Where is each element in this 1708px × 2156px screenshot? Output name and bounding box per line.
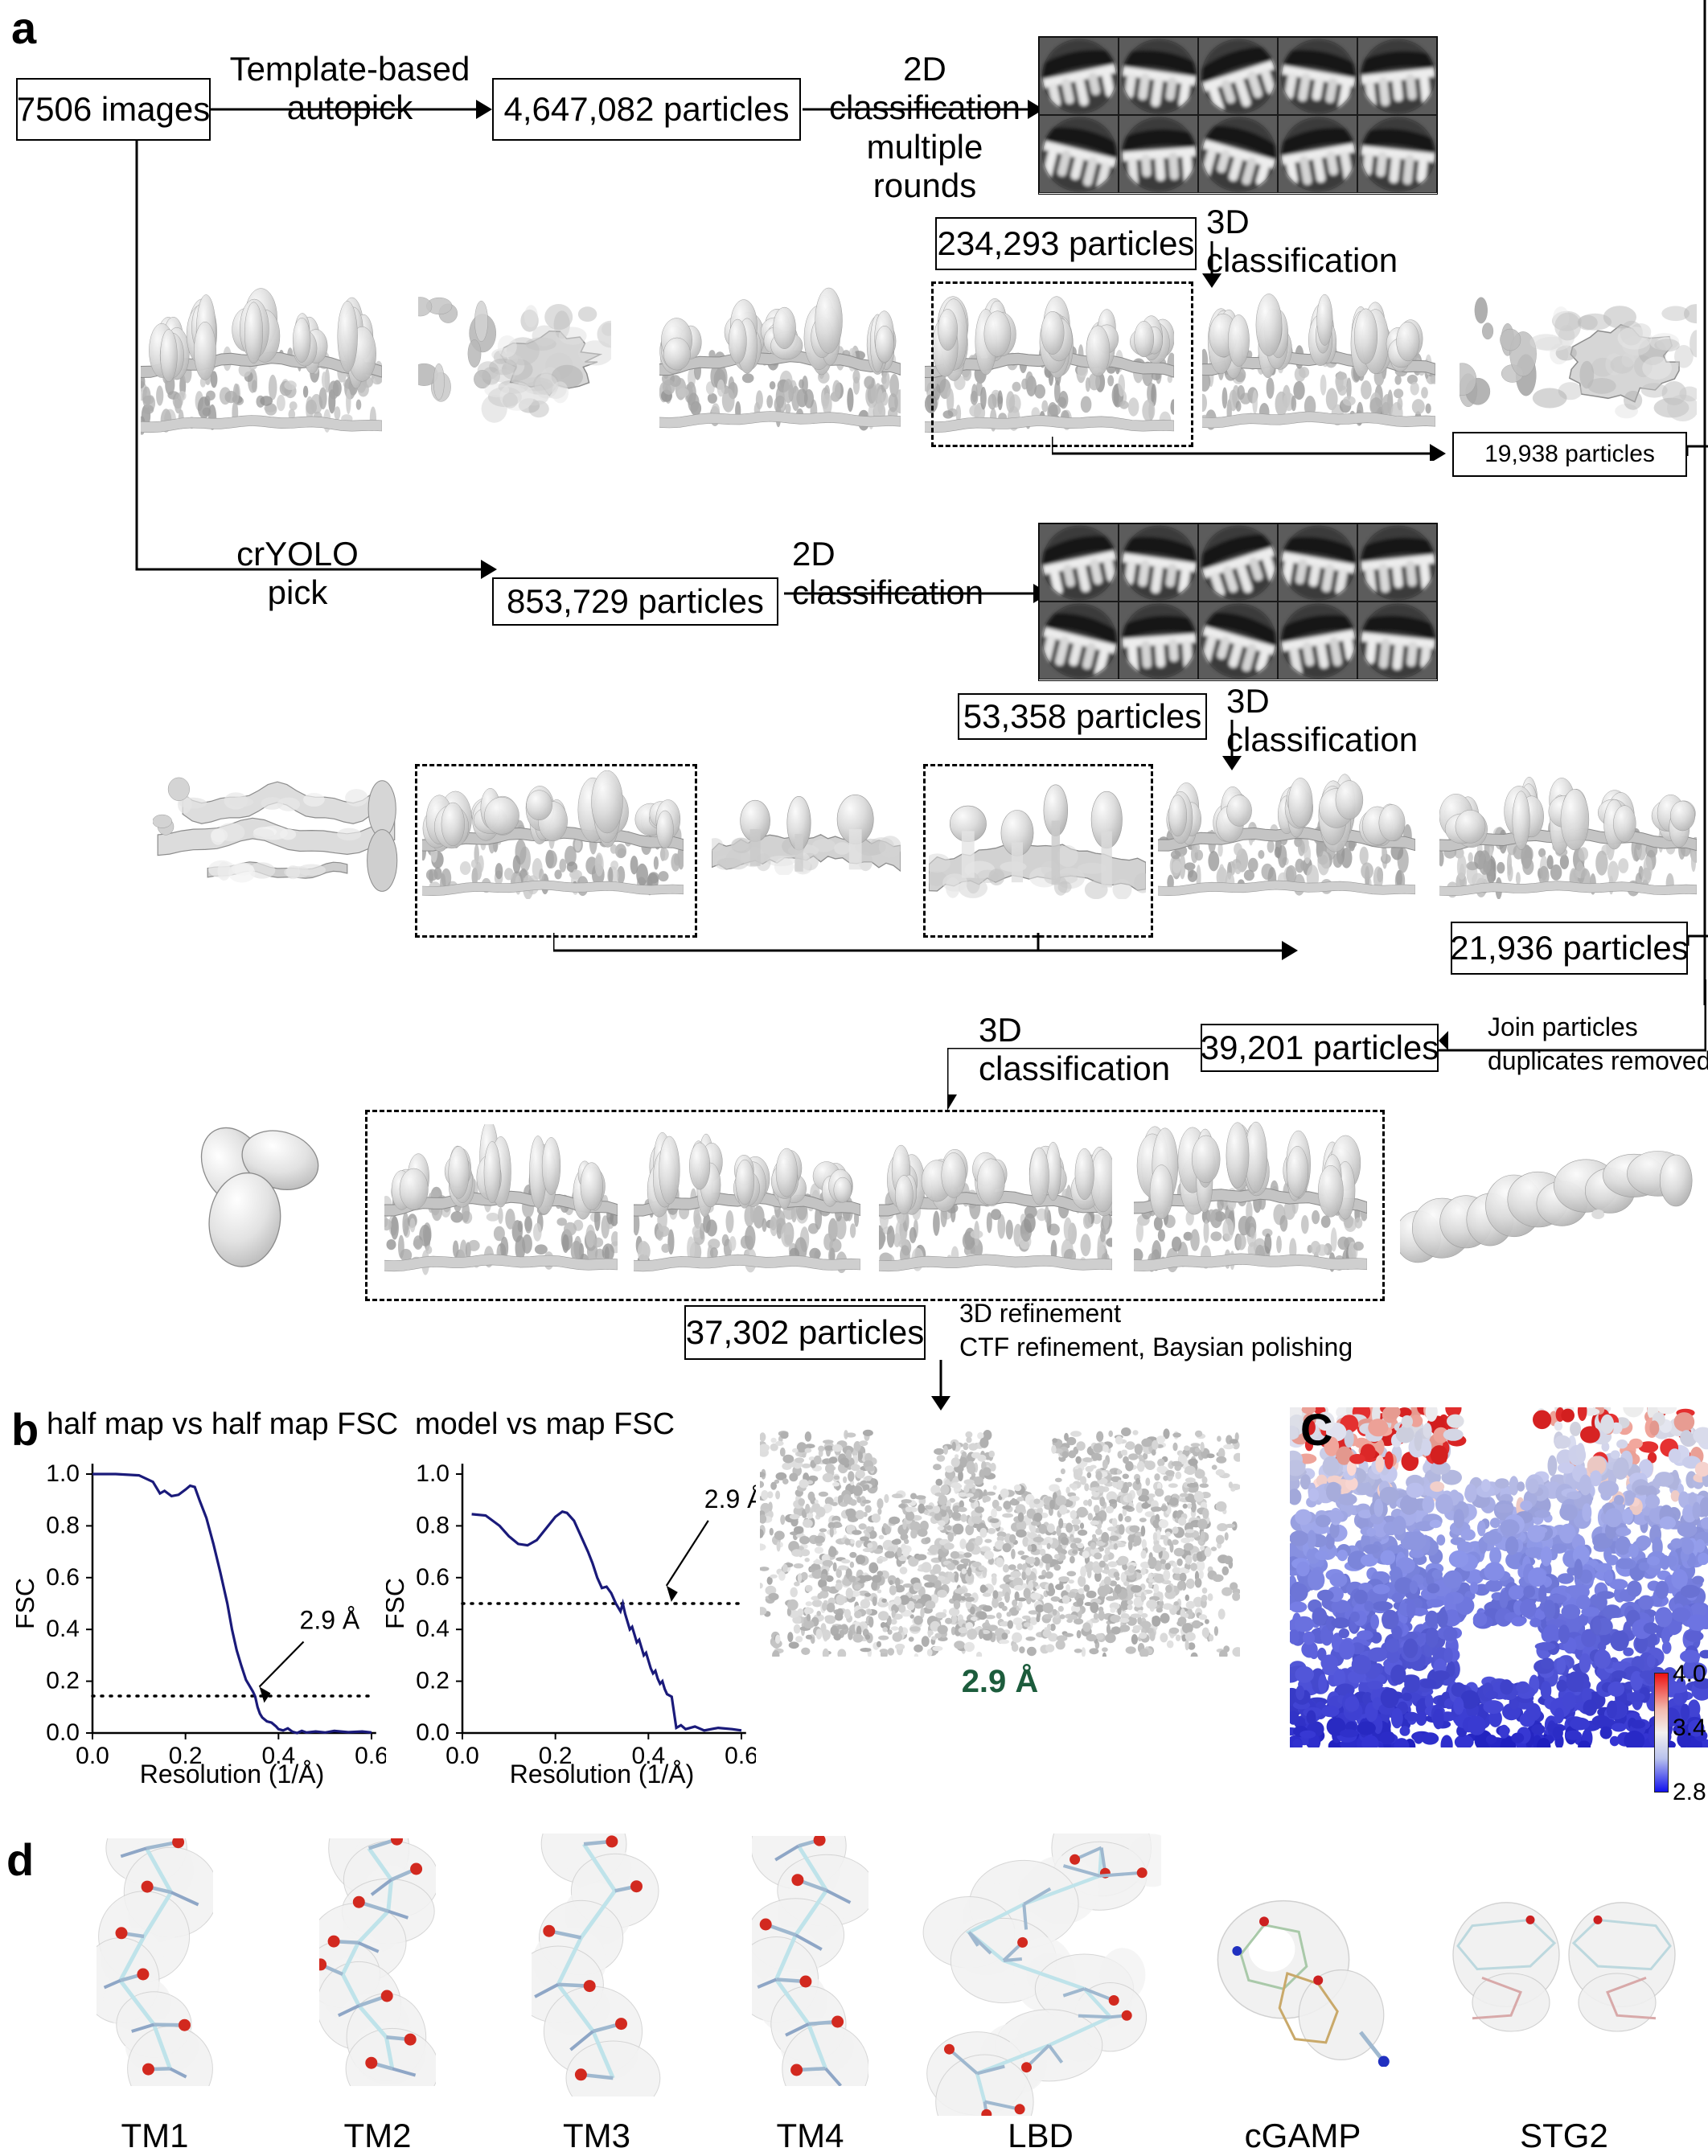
svg-text:2.9 Å: 2.9 Å: [300, 1605, 360, 1634]
svg-text:2.9 Å: 2.9 Å: [704, 1485, 756, 1513]
svg-text:0.6: 0.6: [355, 1743, 386, 1769]
svg-text:0.6: 0.6: [416, 1564, 450, 1591]
svg-text:0.2: 0.2: [46, 1668, 80, 1694]
svg-text:FSC: FSC: [16, 1578, 39, 1629]
svg-text:0.0: 0.0: [46, 1719, 80, 1746]
svg-text:Resolution (1/Å): Resolution (1/Å): [510, 1760, 694, 1788]
svg-text:0.4: 0.4: [416, 1616, 450, 1642]
svg-text:1.0: 1.0: [416, 1460, 450, 1487]
svg-text:0.6: 0.6: [46, 1564, 80, 1591]
svg-text:FSC: FSC: [386, 1578, 409, 1629]
svg-text:0.0: 0.0: [445, 1743, 479, 1769]
svg-text:Resolution (1/Å): Resolution (1/Å): [140, 1760, 324, 1788]
svg-text:0.0: 0.0: [416, 1719, 450, 1746]
svg-text:0.8: 0.8: [46, 1512, 80, 1538]
svg-text:1.0: 1.0: [46, 1460, 80, 1487]
svg-text:0.6: 0.6: [725, 1743, 756, 1769]
svg-text:0.8: 0.8: [416, 1512, 450, 1538]
svg-text:0.4: 0.4: [46, 1616, 80, 1642]
svg-text:0.0: 0.0: [76, 1743, 109, 1769]
svg-text:0.2: 0.2: [416, 1668, 450, 1694]
